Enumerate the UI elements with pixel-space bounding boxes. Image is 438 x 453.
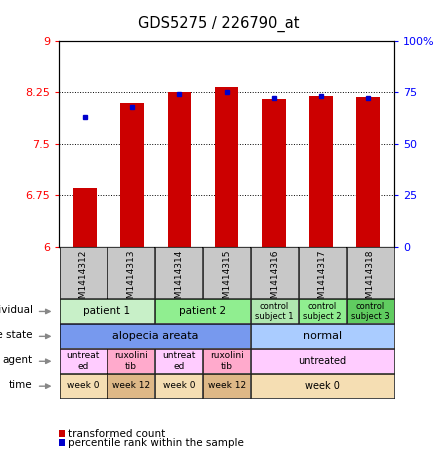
Text: control
subject 3: control subject 3 xyxy=(351,302,389,321)
Text: individual: individual xyxy=(0,305,32,315)
Text: GSM1414316: GSM1414316 xyxy=(270,250,279,310)
Text: transformed count: transformed count xyxy=(68,429,166,439)
Text: week 0: week 0 xyxy=(67,381,99,390)
Bar xyxy=(120,103,144,247)
Text: week 12: week 12 xyxy=(208,381,246,390)
Text: untreat
ed: untreat ed xyxy=(162,352,195,371)
Text: GSM1414318: GSM1414318 xyxy=(366,250,375,310)
Text: alopecia areata: alopecia areata xyxy=(112,331,198,341)
Text: ruxolini
tib: ruxolini tib xyxy=(114,352,148,371)
Text: GSM1414317: GSM1414317 xyxy=(318,250,327,310)
Text: control
subject 2: control subject 2 xyxy=(303,302,342,321)
Text: ruxolini
tib: ruxolini tib xyxy=(210,352,244,371)
Text: week 12: week 12 xyxy=(112,381,150,390)
Text: percentile rank within the sample: percentile rank within the sample xyxy=(68,438,244,448)
Text: GSM1414313: GSM1414313 xyxy=(127,250,135,310)
Bar xyxy=(309,96,333,247)
Text: patient 1: patient 1 xyxy=(83,306,131,316)
Text: disease state: disease state xyxy=(0,330,32,340)
Text: week 0: week 0 xyxy=(305,381,340,391)
Text: control
subject 1: control subject 1 xyxy=(255,302,294,321)
Bar xyxy=(215,87,238,247)
Bar xyxy=(73,188,97,247)
Text: GDS5275 / 226790_at: GDS5275 / 226790_at xyxy=(138,16,300,32)
Text: patient 2: patient 2 xyxy=(179,306,226,316)
Text: week 0: week 0 xyxy=(162,381,195,390)
Text: time: time xyxy=(9,380,32,390)
Text: agent: agent xyxy=(2,355,32,365)
Text: normal: normal xyxy=(303,331,342,341)
Text: GSM1414312: GSM1414312 xyxy=(78,250,88,310)
Bar xyxy=(168,92,191,247)
Bar xyxy=(357,97,380,247)
Text: GSM1414315: GSM1414315 xyxy=(222,250,231,310)
Bar xyxy=(262,99,286,247)
Text: untreated: untreated xyxy=(298,356,346,366)
Text: untreat
ed: untreat ed xyxy=(67,352,100,371)
Text: GSM1414314: GSM1414314 xyxy=(174,250,183,310)
